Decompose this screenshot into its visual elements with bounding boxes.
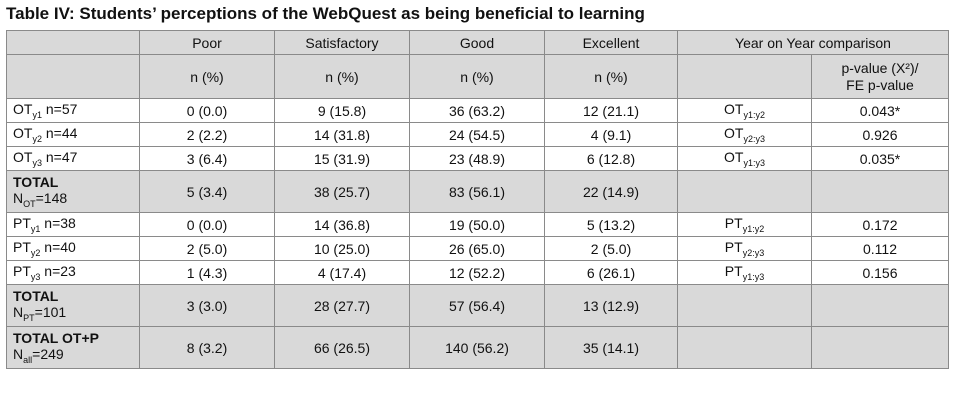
grand-total-row: TOTAL OT+P Nall=249 8 (3.2) 66 (26.5) 14… [6, 326, 949, 369]
cell-poor: 1 (4.3) [139, 260, 275, 285]
table-caption: Table IV: Students’ perceptions of the W… [6, 4, 645, 23]
cell-satisfactory: 28 (27.7) [274, 284, 410, 327]
cell-satisfactory: 15 (31.9) [274, 146, 410, 171]
header-empty [6, 30, 140, 55]
total-label: TOTAL OT+P Nall=249 [6, 326, 140, 369]
cell-pvalue: 0.156 [811, 260, 949, 285]
cell-poor: 0 (0.0) [139, 98, 275, 123]
cell-comparison-empty [677, 170, 812, 213]
cell-satisfactory: 38 (25.7) [274, 170, 410, 213]
cell-poor: 0 (0.0) [139, 212, 275, 237]
cell-poor: 3 (3.0) [139, 284, 275, 327]
table-row: PTy3 n=23 1 (4.3) 4 (17.4) 12 (52.2) 6 (… [6, 260, 949, 285]
cell-excellent: 4 (9.1) [544, 122, 678, 147]
perceptions-table: Poor Satisfactory Good Excellent Year on… [6, 30, 949, 369]
table-row: OTy2 n=44 2 (2.2) 14 (31.8) 24 (54.5) 4 … [6, 122, 949, 147]
subheader-excellent: n (%) [544, 54, 678, 99]
cell-pvalue-empty [811, 170, 949, 213]
cell-pvalue: 0.112 [811, 236, 949, 261]
cell-excellent: 6 (12.8) [544, 146, 678, 171]
row-label: OTy2 n=44 [6, 122, 140, 147]
cell-good: 24 (54.5) [409, 122, 545, 147]
cell-pvalue: 0.172 [811, 212, 949, 237]
header-excellent: Excellent [544, 30, 678, 55]
cell-pvalue-empty [811, 326, 949, 369]
cell-excellent: 6 (26.1) [544, 260, 678, 285]
table-row: OTy3 n=47 3 (6.4) 15 (31.9) 23 (48.9) 6 … [6, 146, 949, 171]
cell-pvalue-empty [811, 284, 949, 327]
total-row: TOTAL NOT=148 5 (3.4) 38 (25.7) 83 (56.1… [6, 170, 949, 213]
cell-comparison-empty [677, 284, 812, 327]
total-row: TOTAL NPT=101 3 (3.0) 28 (27.7) 57 (56.4… [6, 284, 949, 327]
total-label: TOTAL NPT=101 [6, 284, 140, 327]
cell-good: 26 (65.0) [409, 236, 545, 261]
subheader-row: n (%) n (%) n (%) n (%) p-value (X²)/ FE… [6, 54, 949, 99]
cell-excellent: 13 (12.9) [544, 284, 678, 327]
cell-excellent: 5 (13.2) [544, 212, 678, 237]
subheader-good: n (%) [409, 54, 545, 99]
table-row: PTy2 n=40 2 (5.0) 10 (25.0) 26 (65.0) 2 … [6, 236, 949, 261]
cell-poor: 2 (5.0) [139, 236, 275, 261]
cell-comparison: OTy1:y2 [677, 98, 812, 123]
table-row: OTy1 n=57 0 (0.0) 9 (15.8) 36 (63.2) 12 … [6, 98, 949, 123]
header-good: Good [409, 30, 545, 55]
cell-satisfactory: 9 (15.8) [274, 98, 410, 123]
cell-pvalue: 0.043* [811, 98, 949, 123]
cell-good: 19 (50.0) [409, 212, 545, 237]
pvalue-label-line2: FE p-value [846, 76, 914, 93]
header-row: Poor Satisfactory Good Excellent Year on… [6, 30, 949, 55]
total-label: TOTAL NOT=148 [6, 170, 140, 213]
cell-comparison: OTy2:y3 [677, 122, 812, 147]
cell-pvalue: 0.035* [811, 146, 949, 171]
subheader-poor: n (%) [139, 54, 275, 99]
cell-satisfactory: 4 (17.4) [274, 260, 410, 285]
header-poor: Poor [139, 30, 275, 55]
cell-good: 23 (48.9) [409, 146, 545, 171]
cell-good: 140 (56.2) [409, 326, 545, 369]
cell-excellent: 2 (5.0) [544, 236, 678, 261]
cell-poor: 8 (3.2) [139, 326, 275, 369]
header-satisfactory: Satisfactory [274, 30, 410, 55]
cell-good: 12 (52.2) [409, 260, 545, 285]
row-label: PTy1 n=38 [6, 212, 140, 237]
cell-comparison: PTy2:y3 [677, 236, 812, 261]
row-label: PTy2 n=40 [6, 236, 140, 261]
subheader-empty [6, 54, 140, 99]
cell-comparison: OTy1:y3 [677, 146, 812, 171]
cell-poor: 5 (3.4) [139, 170, 275, 213]
row-label: OTy1 n=57 [6, 98, 140, 123]
subheader-pvalue: p-value (X²)/ FE p-value [811, 54, 949, 99]
cell-comparison: PTy1:y3 [677, 260, 812, 285]
cell-satisfactory: 10 (25.0) [274, 236, 410, 261]
table-row: PTy1 n=38 0 (0.0) 14 (36.8) 19 (50.0) 5 … [6, 212, 949, 237]
cell-satisfactory: 66 (26.5) [274, 326, 410, 369]
pvalue-label-line1: p-value (X²)/ [841, 59, 919, 76]
cell-excellent: 12 (21.1) [544, 98, 678, 123]
cell-comparison: PTy1:y2 [677, 212, 812, 237]
cell-comparison-empty [677, 326, 812, 369]
header-year-comparison: Year on Year comparison [677, 30, 949, 55]
cell-good: 83 (56.1) [409, 170, 545, 213]
cell-good: 57 (56.4) [409, 284, 545, 327]
cell-poor: 2 (2.2) [139, 122, 275, 147]
cell-satisfactory: 14 (36.8) [274, 212, 410, 237]
subheader-empty-comparison [677, 54, 812, 99]
cell-poor: 3 (6.4) [139, 146, 275, 171]
cell-pvalue: 0.926 [811, 122, 949, 147]
cell-excellent: 35 (14.1) [544, 326, 678, 369]
cell-good: 36 (63.2) [409, 98, 545, 123]
cell-satisfactory: 14 (31.8) [274, 122, 410, 147]
row-label: OTy3 n=47 [6, 146, 140, 171]
cell-excellent: 22 (14.9) [544, 170, 678, 213]
row-label: PTy3 n=23 [6, 260, 140, 285]
subheader-satisfactory: n (%) [274, 54, 410, 99]
